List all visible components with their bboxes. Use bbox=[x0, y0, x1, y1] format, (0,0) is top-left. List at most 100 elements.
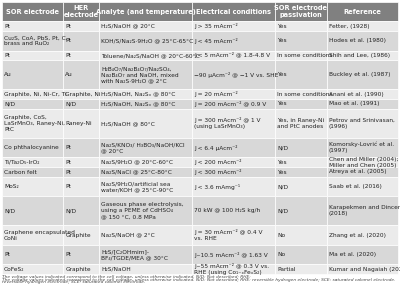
Text: Graphite, Ni, Ni-Cr, Ti: Graphite, Ni, Ni-Cr, Ti bbox=[4, 92, 67, 97]
FancyBboxPatch shape bbox=[192, 226, 275, 245]
FancyBboxPatch shape bbox=[192, 2, 275, 21]
Text: N/D: N/D bbox=[277, 145, 288, 150]
FancyBboxPatch shape bbox=[2, 157, 63, 167]
FancyBboxPatch shape bbox=[275, 138, 327, 157]
FancyBboxPatch shape bbox=[63, 167, 99, 177]
FancyBboxPatch shape bbox=[99, 89, 192, 99]
FancyBboxPatch shape bbox=[2, 138, 63, 157]
FancyBboxPatch shape bbox=[192, 167, 275, 177]
Text: Pt: Pt bbox=[65, 53, 71, 58]
Text: H₂S/NaOH @ 80°C: H₂S/NaOH @ 80°C bbox=[101, 121, 155, 126]
FancyBboxPatch shape bbox=[2, 167, 63, 177]
FancyBboxPatch shape bbox=[327, 99, 398, 109]
Text: Cu₂S, CoA, PbS, Pt, C,
brass and RuO₂: Cu₂S, CoA, PbS, Pt, C, brass and RuO₂ bbox=[4, 35, 68, 46]
Text: The voltage values indicated correspond to the cell voltage, unless otherwise in: The voltage values indicated correspond … bbox=[2, 275, 251, 284]
FancyBboxPatch shape bbox=[275, 21, 327, 31]
Text: Analyte (and temperature): Analyte (and temperature) bbox=[96, 9, 196, 15]
Text: H₂S/NaOH, Na₂Sₓ @ 80°C: H₂S/NaOH, Na₂Sₓ @ 80°C bbox=[101, 102, 175, 106]
Text: Pt: Pt bbox=[4, 252, 10, 257]
FancyBboxPatch shape bbox=[99, 31, 192, 50]
Text: Yes, in Raney-Ni
and PtC anodes: Yes, in Raney-Ni and PtC anodes bbox=[277, 118, 324, 129]
FancyBboxPatch shape bbox=[2, 89, 63, 99]
FancyBboxPatch shape bbox=[275, 177, 327, 196]
Text: Carbon felt: Carbon felt bbox=[4, 170, 37, 174]
FancyBboxPatch shape bbox=[63, 109, 99, 138]
Text: Raney-Ni: Raney-Ni bbox=[65, 121, 92, 126]
FancyBboxPatch shape bbox=[192, 138, 275, 157]
Text: N/D: N/D bbox=[4, 208, 15, 213]
Text: 70 kW @ 100 H₂S kg/h: 70 kW @ 100 H₂S kg/h bbox=[194, 208, 260, 213]
FancyBboxPatch shape bbox=[99, 264, 192, 274]
FancyBboxPatch shape bbox=[327, 89, 398, 99]
Text: Zhang et al. (2020): Zhang et al. (2020) bbox=[329, 233, 386, 238]
FancyBboxPatch shape bbox=[192, 50, 275, 60]
Text: Na₂S/KNO₃/ H₃BO₃/NaOH/KCl
@ 20°C: Na₂S/KNO₃/ H₃BO₃/NaOH/KCl @ 20°C bbox=[101, 142, 185, 153]
Text: N/D: N/D bbox=[277, 208, 288, 213]
Text: In some conditions: In some conditions bbox=[277, 92, 333, 97]
FancyBboxPatch shape bbox=[2, 264, 63, 274]
Text: H₂S/NaOH: H₂S/NaOH bbox=[101, 267, 131, 272]
FancyBboxPatch shape bbox=[327, 2, 398, 21]
FancyBboxPatch shape bbox=[2, 99, 63, 109]
FancyBboxPatch shape bbox=[63, 196, 99, 226]
FancyBboxPatch shape bbox=[192, 264, 275, 274]
FancyBboxPatch shape bbox=[99, 196, 192, 226]
FancyBboxPatch shape bbox=[275, 50, 327, 60]
Text: Gaseous phase electrolysis,
using a PEME of CdHSO₄
@ 150 °C, 0.8 MPa: Gaseous phase electrolysis, using a PEME… bbox=[101, 202, 184, 219]
Text: SOR electrode
passivation: SOR electrode passivation bbox=[274, 5, 328, 18]
FancyBboxPatch shape bbox=[99, 109, 192, 138]
Text: J = 20 mAcm⁻²: J = 20 mAcm⁻² bbox=[194, 91, 238, 97]
FancyBboxPatch shape bbox=[192, 109, 275, 138]
Text: Karapekmen and Dincer,
(2018): Karapekmen and Dincer, (2018) bbox=[329, 205, 400, 216]
FancyBboxPatch shape bbox=[63, 226, 99, 245]
FancyBboxPatch shape bbox=[327, 109, 398, 138]
Text: N/D: N/D bbox=[277, 184, 288, 189]
FancyBboxPatch shape bbox=[327, 196, 398, 226]
FancyBboxPatch shape bbox=[63, 2, 99, 21]
FancyBboxPatch shape bbox=[63, 99, 99, 109]
Text: No: No bbox=[277, 233, 285, 238]
Text: Hodes et al. (1980): Hodes et al. (1980) bbox=[329, 38, 386, 43]
Text: Pt: Pt bbox=[65, 24, 71, 29]
Text: H₂S/NaOH, Na₂Sₓ @ 80°C: H₂S/NaOH, Na₂Sₓ @ 80°C bbox=[101, 92, 175, 97]
Text: Yes: Yes bbox=[277, 160, 287, 165]
Text: Atreya et al. (2005): Atreya et al. (2005) bbox=[329, 170, 386, 174]
FancyBboxPatch shape bbox=[2, 50, 63, 60]
FancyBboxPatch shape bbox=[192, 31, 275, 50]
FancyBboxPatch shape bbox=[2, 226, 63, 245]
FancyBboxPatch shape bbox=[99, 99, 192, 109]
Text: J < 3.6 mAmg⁻¹: J < 3.6 mAmg⁻¹ bbox=[194, 184, 240, 190]
Text: J = 200 mAcm⁻² @ 0.9 V: J = 200 mAcm⁻² @ 0.9 V bbox=[194, 101, 266, 107]
Text: H₂S/[C₂OHmim]-
BF₄/TGDE/MEA @ 30°C: H₂S/[C₂OHmim]- BF₄/TGDE/MEA @ 30°C bbox=[101, 249, 168, 260]
Text: Na₂S/9H₂O @ 20°C-60°C: Na₂S/9H₂O @ 20°C-60°C bbox=[101, 160, 173, 165]
FancyBboxPatch shape bbox=[192, 157, 275, 167]
Text: N/D: N/D bbox=[65, 102, 76, 106]
Text: Graphite: Graphite bbox=[65, 267, 91, 272]
Text: Pt: Pt bbox=[65, 170, 71, 174]
Text: Mao et al. (1991): Mao et al. (1991) bbox=[329, 102, 379, 106]
FancyBboxPatch shape bbox=[99, 21, 192, 31]
Text: Partial: Partial bbox=[277, 267, 296, 272]
Text: Na₂S/9H₂O/artificial sea
water/KOH @ 25°C-90°C: Na₂S/9H₂O/artificial sea water/KOH @ 25°… bbox=[101, 181, 173, 192]
Text: Pt: Pt bbox=[4, 24, 10, 29]
Text: Pt: Pt bbox=[65, 145, 71, 150]
Text: Au: Au bbox=[65, 72, 73, 77]
FancyBboxPatch shape bbox=[327, 226, 398, 245]
FancyBboxPatch shape bbox=[192, 21, 275, 31]
FancyBboxPatch shape bbox=[275, 226, 327, 245]
FancyBboxPatch shape bbox=[99, 226, 192, 245]
FancyBboxPatch shape bbox=[2, 2, 63, 21]
FancyBboxPatch shape bbox=[327, 245, 398, 264]
FancyBboxPatch shape bbox=[63, 157, 99, 167]
Text: J~10.5 mAcm⁻² @ 1.63 V: J~10.5 mAcm⁻² @ 1.63 V bbox=[194, 252, 268, 258]
Text: Graphene encapsulated
CoNi: Graphene encapsulated CoNi bbox=[4, 230, 75, 241]
FancyBboxPatch shape bbox=[192, 177, 275, 196]
FancyBboxPatch shape bbox=[275, 31, 327, 50]
Text: Ti/Ta₂O₅-IrO₂: Ti/Ta₂O₅-IrO₂ bbox=[4, 160, 40, 165]
FancyBboxPatch shape bbox=[99, 167, 192, 177]
Text: Toluene/Na₂S/NaOH @ 20°C-60°C: Toluene/Na₂S/NaOH @ 20°C-60°C bbox=[101, 53, 200, 58]
FancyBboxPatch shape bbox=[99, 2, 192, 21]
FancyBboxPatch shape bbox=[275, 89, 327, 99]
Text: Na₂S/NaCl @ 25°C-80°C: Na₂S/NaCl @ 25°C-80°C bbox=[101, 170, 172, 174]
Text: Electrical conditions: Electrical conditions bbox=[196, 9, 271, 15]
